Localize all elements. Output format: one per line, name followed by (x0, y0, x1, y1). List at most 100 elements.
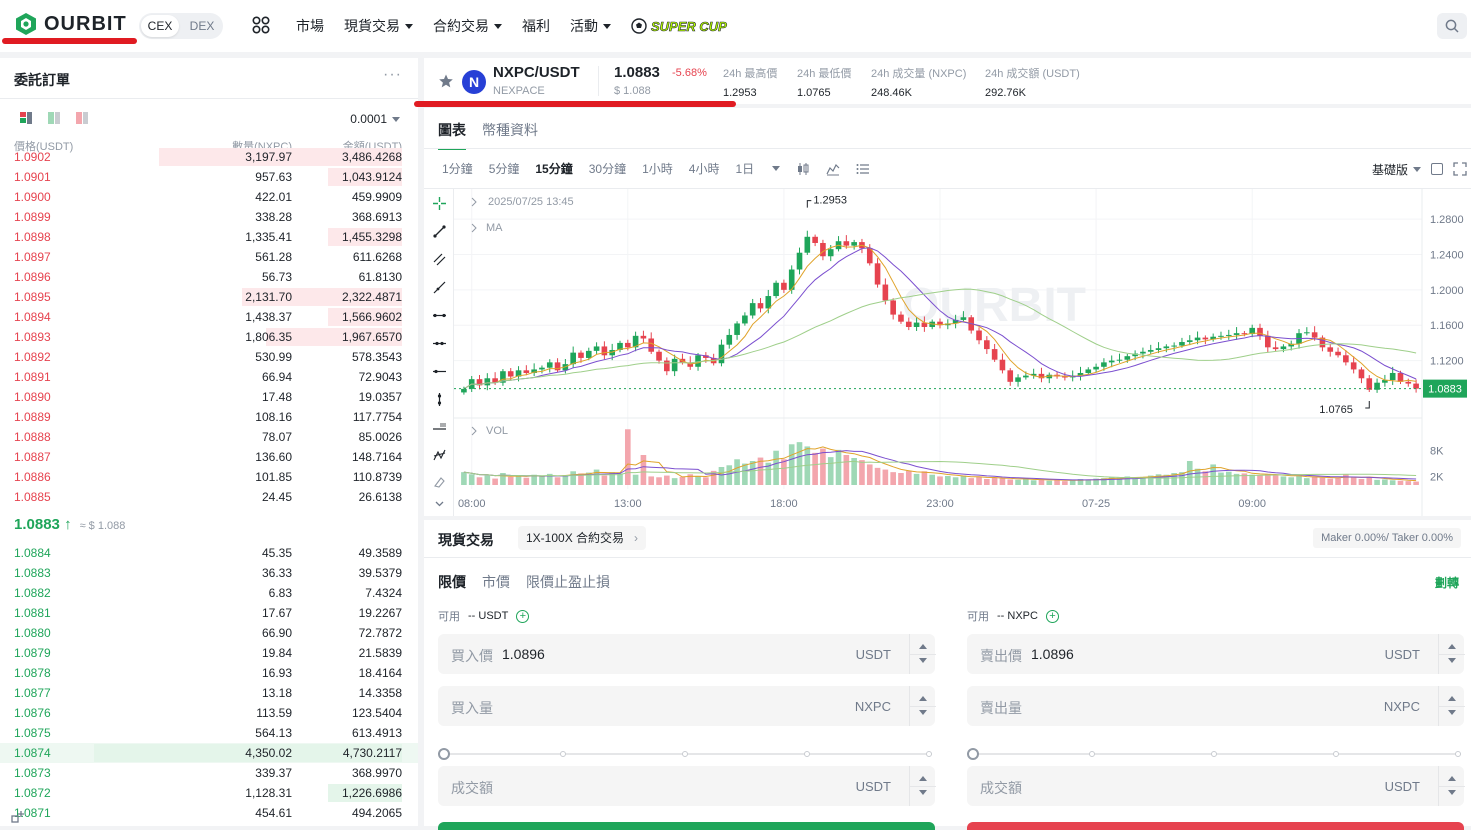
ask-row[interactable]: 1.0887 136.60 148.7164 (0, 447, 418, 467)
ask-row[interactable]: 1.0893 1,806.35 1,967.6570 (0, 327, 418, 347)
precision-select[interactable]: 0.0001 (350, 112, 400, 126)
legend-ma[interactable]: MA (486, 222, 503, 234)
ask-row[interactable]: 1.0892 530.99 578.3543 (0, 347, 418, 367)
tf-4h[interactable]: 4小時 (688, 162, 720, 176)
bid-row[interactable]: 1.0876 113.59 123.5404 (0, 703, 418, 723)
ask-row[interactable]: 1.0898 1,335.41 1,455.3298 (0, 227, 418, 247)
tf-15m[interactable]: 15分鐘 (535, 162, 573, 176)
bid-row[interactable]: 1.0872 1,128.31 1,226.6986 (0, 783, 418, 803)
nav-market[interactable]: 市場 (296, 18, 324, 34)
sell-button[interactable] (967, 822, 1464, 830)
qty-stepper[interactable] (1438, 686, 1465, 726)
buy-price-input[interactable]: 1.0896 (502, 646, 545, 662)
bid-row[interactable]: 1.0878 16.93 18.4164 (0, 663, 418, 683)
bid-row[interactable]: 1.0882 6.83 7.4324 (0, 583, 418, 603)
ask-row[interactable]: 1.0900 422.01 459.9909 (0, 187, 418, 207)
ask-row[interactable]: 1.0902 3,197.97 3,486.4268 (0, 147, 418, 167)
tf-1h[interactable]: 1小時 (642, 162, 673, 176)
tf-1m[interactable]: 1分鐘 (442, 162, 473, 176)
pattern-icon[interactable] (433, 449, 446, 462)
segment-cex[interactable]: CEX (141, 15, 179, 37)
buy-percent-slider[interactable] (438, 748, 935, 760)
buy-total-field[interactable]: 成交額 USDT (438, 766, 936, 806)
list-settings-icon[interactable] (856, 162, 870, 176)
apps-grid-icon[interactable] (252, 16, 270, 34)
sell-price-field[interactable]: 賣出價 1.0896 USDT (967, 634, 1465, 674)
sell-total-field[interactable]: 成交額 USDT (967, 766, 1465, 806)
ask-row[interactable]: 1.0890 17.48 19.0357 (0, 387, 418, 407)
ask-row[interactable]: 1.0894 1,438.37 1,566.9602 (0, 307, 418, 327)
crosshair-icon[interactable] (433, 197, 446, 210)
fee-badge[interactable]: Maker 0.00%/ Taker 0.00% (1313, 528, 1461, 548)
nav-rewards[interactable]: 福利 (522, 18, 550, 34)
bid-row[interactable]: 1.0871 454.61 494.2065 (0, 803, 418, 823)
sell-percent-slider[interactable] (967, 748, 1464, 760)
trend-line-icon[interactable] (433, 225, 446, 238)
star-icon[interactable] (438, 73, 454, 89)
ask-row[interactable]: 1.0889 108.16 117.7754 (0, 407, 418, 427)
ask-row[interactable]: 1.0885 24.45 26.6138 (0, 487, 418, 507)
ourbit-logo[interactable]: OURBIT (14, 12, 127, 36)
contract-trade-link[interactable]: 1X-100X 合約交易 (518, 526, 647, 550)
slider-handle[interactable] (438, 748, 450, 760)
fib-retracement-icon[interactable] (433, 421, 446, 434)
more-icon[interactable]: ··· (383, 66, 402, 83)
candlestick-type-icon[interactable] (796, 162, 810, 176)
bid-row[interactable]: 1.0874 4,350.02 4,730.2117 (0, 743, 418, 763)
tf-30m[interactable]: 30分鐘 (588, 162, 627, 176)
chevron-down-icon[interactable] (433, 497, 446, 510)
tab-chart[interactable]: 圖表 (438, 120, 466, 150)
ask-row[interactable]: 1.0896 56.73 61.8130 (0, 267, 418, 287)
expand-panel-icon[interactable] (10, 808, 28, 826)
eraser-icon[interactable] (433, 475, 446, 488)
nav-events[interactable]: 活動 (570, 16, 611, 36)
bid-row[interactable]: 1.0883 36.33 39.5379 (0, 563, 418, 583)
horizontal-ray-icon[interactable] (433, 337, 446, 350)
buy-button[interactable] (438, 822, 935, 830)
segment-dex[interactable]: DEX (189, 19, 215, 33)
price-stepper[interactable] (909, 634, 936, 674)
add-funds-icon[interactable]: + (1045, 609, 1059, 623)
ask-row[interactable]: 1.0886 101.85 110.8739 (0, 467, 418, 487)
tab-stop-limit[interactable]: 限價止盈止損 (526, 574, 610, 590)
ask-row[interactable]: 1.0899 338.28 368.6913 (0, 207, 418, 227)
qty-stepper[interactable] (909, 686, 936, 726)
bid-row[interactable]: 1.0873 339.37 368.9970 (0, 763, 418, 783)
buy-price-field[interactable]: 買入價 1.0896 USDT (438, 634, 936, 674)
fullscreen-icon[interactable] (1453, 162, 1467, 176)
add-funds-icon[interactable]: + (516, 609, 530, 623)
slider-handle[interactable] (967, 748, 979, 760)
parallel-channel-icon[interactable] (433, 253, 446, 266)
chevron-down-icon[interactable] (772, 166, 781, 171)
tf-5m[interactable]: 5分鐘 (488, 162, 520, 176)
ask-row[interactable]: 1.0901 957.63 1,043.9124 (0, 167, 418, 187)
price-stepper[interactable] (1438, 634, 1465, 674)
price-range-icon[interactable] (433, 365, 446, 378)
bid-row[interactable]: 1.0877 13.18 14.3358 (0, 683, 418, 703)
sell-qty-field[interactable]: 賣出量 NXPC (967, 686, 1465, 726)
view-asks-icon[interactable] (76, 112, 88, 124)
tab-coin-info[interactable]: 幣種資料 (482, 122, 538, 138)
horizontal-line-icon[interactable] (433, 309, 446, 322)
chart-version-select[interactable]: 基礎版 (1372, 161, 1421, 178)
bid-row[interactable]: 1.0880 66.90 72.7872 (0, 623, 418, 643)
legend-vol[interactable]: VOL (486, 425, 508, 437)
total-stepper[interactable] (1438, 766, 1465, 806)
super-cup-promo[interactable]: SUPER CUP (631, 18, 727, 34)
view-bids-icon[interactable] (48, 112, 60, 124)
bid-row[interactable]: 1.0879 19.84 21.5839 (0, 643, 418, 663)
transfer-link[interactable]: 劃轉 (1434, 576, 1459, 590)
total-stepper[interactable] (909, 766, 936, 806)
bid-row[interactable]: 1.0875 564.13 613.4913 (0, 723, 418, 743)
search-button[interactable] (1437, 13, 1467, 39)
tab-limit[interactable]: 限價 (438, 574, 466, 590)
last-price-row[interactable]: 1.0883 ↑ ≈ $ 1.088 (14, 516, 125, 533)
price-chart[interactable]: OURBIT 1.0883 2025/07/25 13:45 MA VOL 1.… (454, 189, 1471, 516)
bid-row[interactable]: 1.0884 45.35 49.3589 (0, 543, 418, 563)
view-both-icon[interactable] (20, 112, 32, 124)
tab-market[interactable]: 市價 (482, 574, 510, 590)
ask-row[interactable]: 1.0895 2,131.70 2,322.4871 (0, 287, 418, 307)
chart-checkbox[interactable] (1431, 163, 1443, 175)
ask-row[interactable]: 1.0888 78.07 85.0026 (0, 427, 418, 447)
ask-row[interactable]: 1.0897 561.28 611.6268 (0, 247, 418, 267)
